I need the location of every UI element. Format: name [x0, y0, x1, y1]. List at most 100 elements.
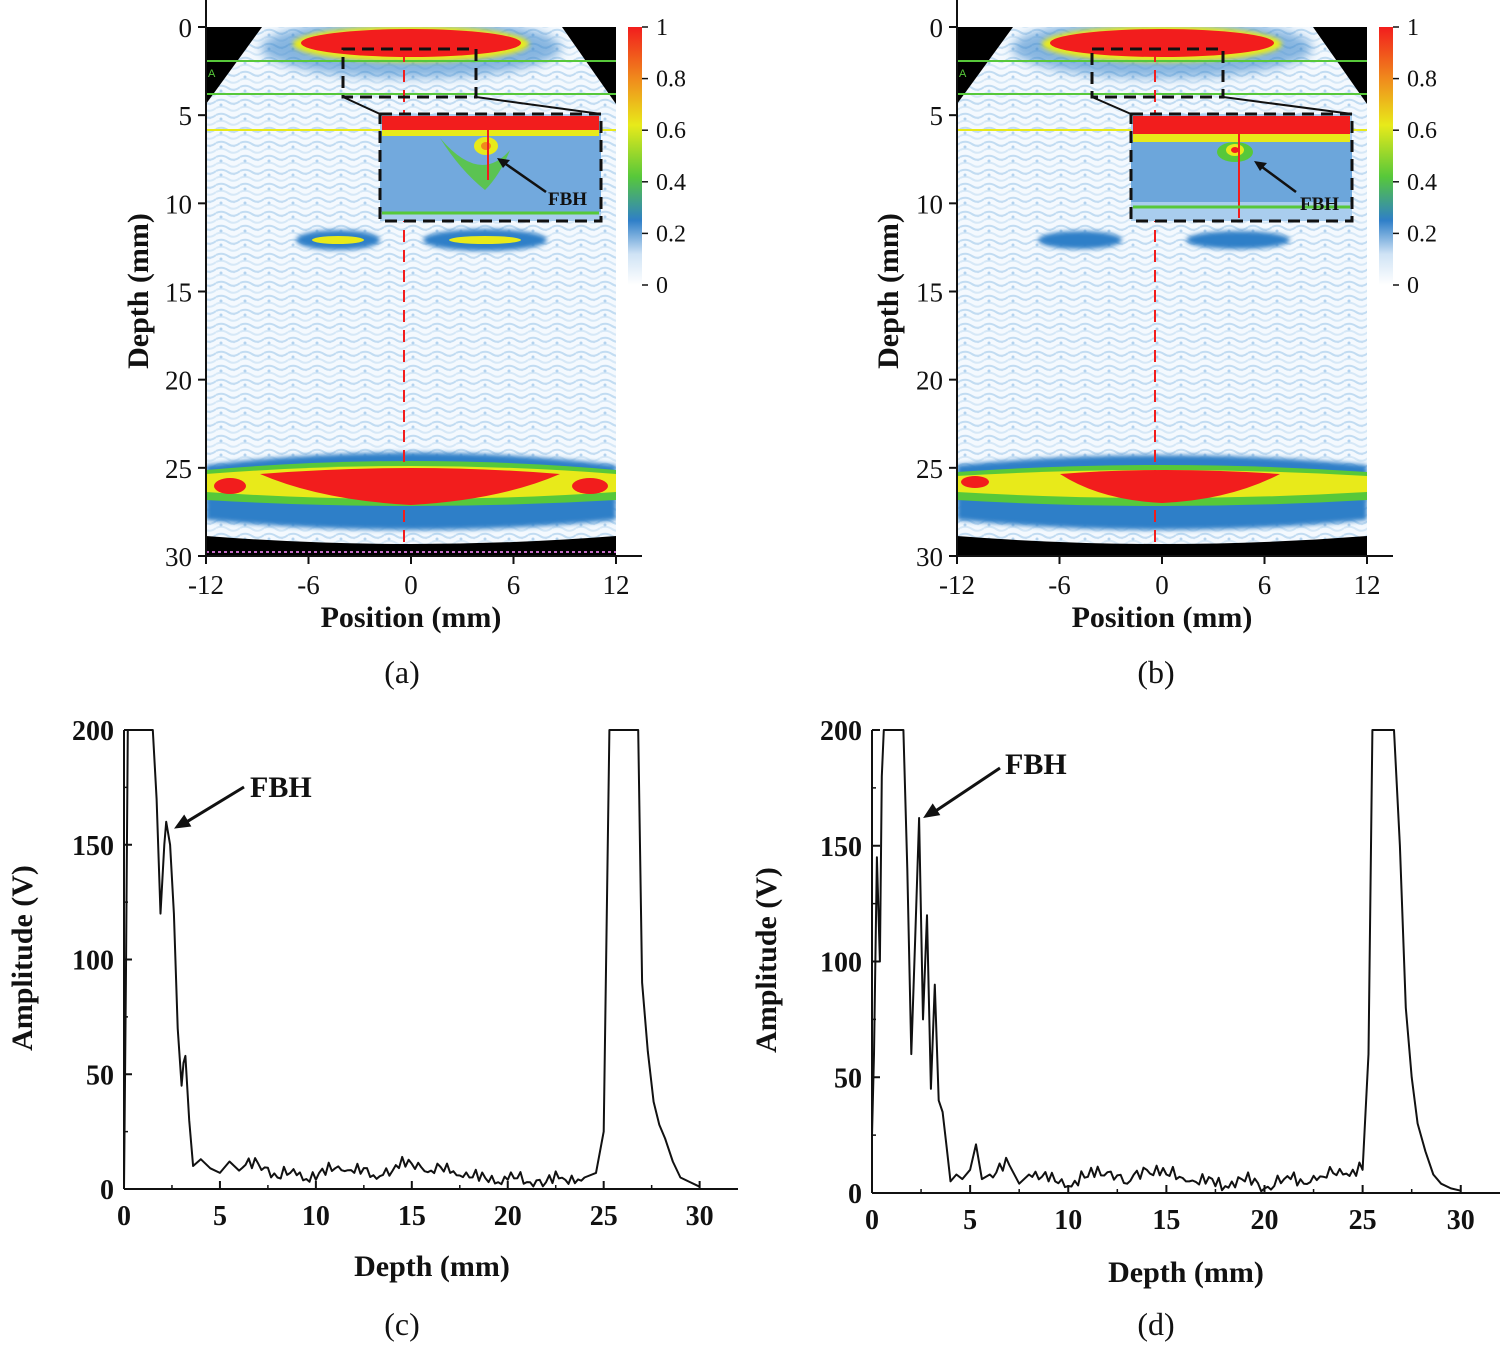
colorbar-b-ticks: 1 0.8 0.6 0.4 0.2 0: [1393, 15, 1437, 299]
panel-a: A FBH 1 0.8 0.6 0.4 0.2 0 -12 -6 0 6 12 0 5 10 15 20 25…: [122, 0, 686, 690]
colorbar-b: [1379, 27, 1393, 285]
line-c-xlabel: Depth (mm): [354, 1250, 510, 1283]
heatmap-a-y-tick-label: 10: [165, 189, 192, 219]
heatmap-b-side-echo-right: [1186, 231, 1290, 249]
colorbar-a-tick-label: 0.4: [656, 170, 686, 196]
heatmap-b-inset-fbh-core: [1231, 147, 1239, 153]
heatmap-b-inset-arrow-head: [1254, 161, 1267, 171]
line-d-x-tick-label: 15: [1152, 1205, 1180, 1236]
line-d-fbh-label: FBH: [1005, 748, 1067, 781]
heatmap-b-y-tick-label: 25: [916, 454, 943, 484]
line-d-x-tick-label: 25: [1349, 1205, 1377, 1236]
line-c-x-tick-label: 25: [590, 1201, 618, 1232]
line-d-x-tick-label: 20: [1251, 1205, 1279, 1236]
heatmap-b-y-tick-label: 20: [916, 366, 943, 396]
heatmap-a-inset-fbh-halo: [440, 138, 510, 190]
heatmap-a-inset-fbh-core: [481, 142, 491, 150]
heatmap-a-fbh-label: FBH: [548, 189, 587, 210]
heatmap-b-inset-frame: [1129, 112, 1354, 223]
heatmap-b-y-tick-label: 5: [930, 101, 944, 131]
line-c-y-tick-label: 50: [86, 1060, 114, 1091]
line-c-fbh-label: FBH: [250, 771, 312, 804]
heatmap-b-xlabel: Position (mm): [1072, 601, 1253, 634]
colorbar-a-tick-label: 0: [656, 273, 668, 299]
heatmap-a-front-echo: [301, 29, 521, 57]
colorbar-b-tick-label: 0.2: [1407, 221, 1437, 247]
line-c-x-tick-label: 10: [302, 1201, 330, 1232]
heatmap-a-backwall-lobe-2: [572, 478, 608, 494]
line-d-x-tick-label: 30: [1447, 1205, 1475, 1236]
heatmap-a-xlabel: Position (mm): [321, 601, 502, 634]
heatmap-b-zoom-region: [1090, 47, 1225, 99]
caption-c: (c): [384, 1306, 420, 1342]
line-d-y-tick-label: 100: [820, 948, 862, 979]
line-c-y-tick-label: 200: [72, 716, 114, 747]
colorbar-b-tick-label: 0.6: [1407, 118, 1437, 144]
colorbar-b-tick-label: 1: [1407, 15, 1419, 41]
line-d-y-tick-label: 200: [820, 716, 862, 747]
heatmap-a-ylabel: Depth (mm): [122, 213, 155, 369]
heatmap-b-y-tick-label: 0: [930, 13, 944, 43]
colorbar-b-tick-label: 0.4: [1407, 170, 1437, 196]
line-c-y-tick-label: 150: [72, 831, 114, 862]
heatmap-b-zoom-connector-left: [1091, 96, 1132, 115]
line-d-xlabel: Depth (mm): [1108, 1256, 1264, 1289]
line-d-y-tick-label: 50: [834, 1063, 862, 1094]
heatmap-a-inset-arrow-line: [499, 158, 547, 194]
heatmap-b-fbh-label: FBH: [1300, 194, 1339, 215]
line-c-y-tick-label: 0: [100, 1175, 114, 1206]
heatmap-a-inset-front-echo-edge: [382, 130, 599, 136]
heatmap-b-side-echo-left: [1038, 231, 1122, 249]
line-c-x-tick-label: 15: [398, 1201, 426, 1232]
line-d-ylabel: Amplitude (V): [750, 867, 783, 1053]
line-c-fbh-arrow: [181, 785, 245, 826]
line-d-fbh-arrowhead: [923, 803, 941, 818]
heatmap-b-y-tick-label: 15: [916, 278, 943, 308]
line-d-x-tick-label: 10: [1054, 1205, 1082, 1236]
heatmap-b-marker-label: A: [959, 68, 967, 80]
heatmap-a-x-tick-label: 6: [507, 570, 521, 600]
caption-d: (d): [1137, 1306, 1174, 1342]
colorbar-a-tick-label: 0.2: [656, 221, 686, 247]
heatmap-a-dead-zone-left: [206, 27, 262, 104]
heatmap-b-x-tick-label: 6: [1258, 570, 1272, 600]
line-c-x-tick-label: 0: [117, 1201, 131, 1232]
colorbar-b-tick-label: 0.8: [1407, 67, 1437, 93]
heatmap-b-dead-zone-bottom: [957, 536, 1367, 556]
heatmap-a-side-echo-right-core: [449, 236, 521, 244]
line-d-series: [871, 729, 1462, 1193]
caption-a: (a): [384, 654, 420, 690]
caption-b: (b): [1137, 654, 1174, 690]
heatmap-b-x-tick-label: -12: [939, 570, 975, 600]
heatmap-b-x-tick-label: 12: [1354, 570, 1381, 600]
heatmap-b-zoom-connector-right: [1222, 96, 1353, 115]
heatmap-b-ylabel: Depth (mm): [872, 213, 905, 369]
line-c-x-tick-label: 30: [686, 1201, 714, 1232]
axes-b: -12 -6 0 6 12 0 5 10 15 20 25 30: [916, 0, 1393, 600]
line-c-ylabel: Amplitude (V): [6, 865, 39, 1051]
heatmap-b-backwall-core: [1060, 470, 1280, 503]
panel-b: A FBH 1 0.8 0.6 0.4 0.2 0 -12 -6 0 6 12 0 5 10 15 20 25…: [872, 0, 1437, 690]
heatmap-a-y-tick-label: 20: [165, 366, 192, 396]
line-c-x-tick-label: 5: [213, 1201, 227, 1232]
heatmap-b-y-tick-label: 30: [916, 542, 943, 572]
heatmap-a-y-tick-label: 5: [179, 101, 193, 131]
line-d-x-tick-label: 5: [963, 1205, 977, 1236]
colorbar-b-tick-label: 0: [1407, 273, 1419, 299]
line-c-fbh-arrowhead: [174, 814, 192, 829]
heatmap-a-inset-frame: [378, 112, 603, 223]
heatmap-a-y-tick-label: 15: [165, 278, 192, 308]
heatmap-a-y-tick-label: 0: [179, 13, 193, 43]
line-c-series: [123, 729, 701, 1190]
colorbar-a: [628, 27, 642, 285]
heatmap-a-x-tick-label: -12: [188, 570, 224, 600]
line-d-y-tick-label: 150: [820, 832, 862, 863]
heatmap-b-dead-zone-left: [957, 27, 1013, 104]
heatmap-a-marker-label: A: [208, 68, 216, 80]
heatmap-a-backwall-core: [260, 468, 560, 505]
heatmap-b-inset: FBH: [1129, 112, 1354, 223]
heatmap-a-y-tick-label: 25: [165, 454, 192, 484]
heatmap-b-inset-arrow-line: [1257, 162, 1297, 194]
